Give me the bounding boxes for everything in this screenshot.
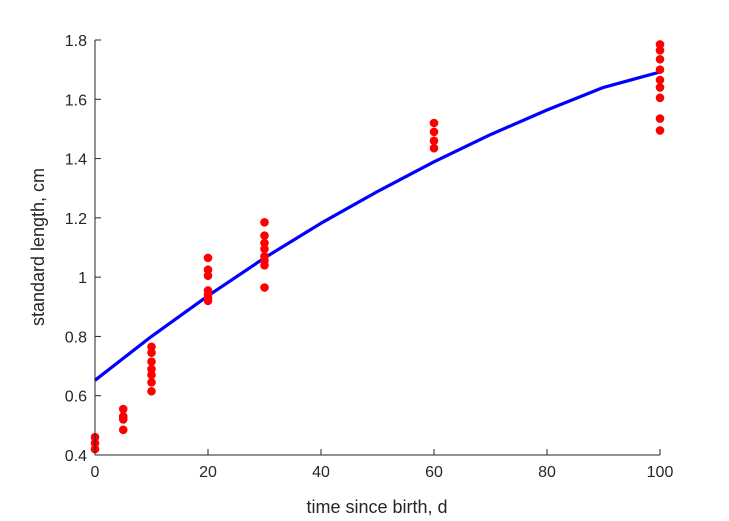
data-point (147, 386, 156, 396)
axes: 0 20 40 60 80 100 0.4 0.6 0.8 1 1.2 1.4 1.6 1.8 (65, 33, 674, 481)
data-point (147, 370, 156, 380)
data-point (203, 253, 213, 263)
data-point (203, 296, 213, 306)
data-point (429, 118, 439, 128)
x-tick-label: 60 (425, 464, 443, 481)
y-tick-label: 0.8 (65, 329, 87, 346)
fit-curve (94, 70, 661, 382)
x-tick-label: 20 (199, 464, 217, 481)
data-point (260, 218, 269, 227)
x-tick-label: 0 (91, 464, 100, 481)
data-point (655, 40, 665, 49)
data-point (203, 265, 213, 275)
data-point (260, 260, 269, 270)
plot-area (90, 40, 665, 454)
data-point (147, 348, 156, 358)
data-point (655, 126, 665, 135)
y-tick-label: 1.4 (65, 152, 87, 169)
data-point (147, 364, 156, 374)
data-point (203, 271, 213, 280)
x-tick-label: 80 (538, 464, 556, 481)
data-point (260, 231, 269, 240)
y-tick-label: 1 (78, 270, 87, 287)
data-point (655, 114, 665, 123)
x-tick-label: 100 (647, 464, 674, 481)
data-point (655, 46, 665, 55)
data-point (429, 136, 439, 146)
data-point (655, 93, 665, 103)
data-point (118, 415, 128, 424)
data-point (655, 75, 665, 85)
data-point (655, 54, 665, 64)
data-point (118, 404, 128, 414)
y-tick-label: 1.8 (65, 33, 87, 50)
data-point (118, 425, 128, 435)
y-tick-label: 1.2 (65, 211, 87, 228)
y-tick-label: 0.4 (65, 448, 87, 465)
data-point (429, 143, 439, 153)
data-point (147, 342, 156, 352)
data-point (260, 238, 269, 248)
x-axis-label: time since birth, d (306, 497, 447, 517)
data-point (147, 378, 156, 387)
x-tick-label: 40 (312, 464, 330, 481)
y-axis-label: standard length, cm (28, 168, 48, 326)
y-tick-label: 1.6 (65, 92, 87, 109)
data-point (655, 65, 665, 74)
data-point (147, 357, 156, 366)
data-point (260, 283, 269, 292)
data-point (429, 127, 439, 137)
data-point (260, 244, 269, 254)
y-tick-label: 0.6 (65, 389, 87, 406)
data-point (655, 83, 665, 92)
